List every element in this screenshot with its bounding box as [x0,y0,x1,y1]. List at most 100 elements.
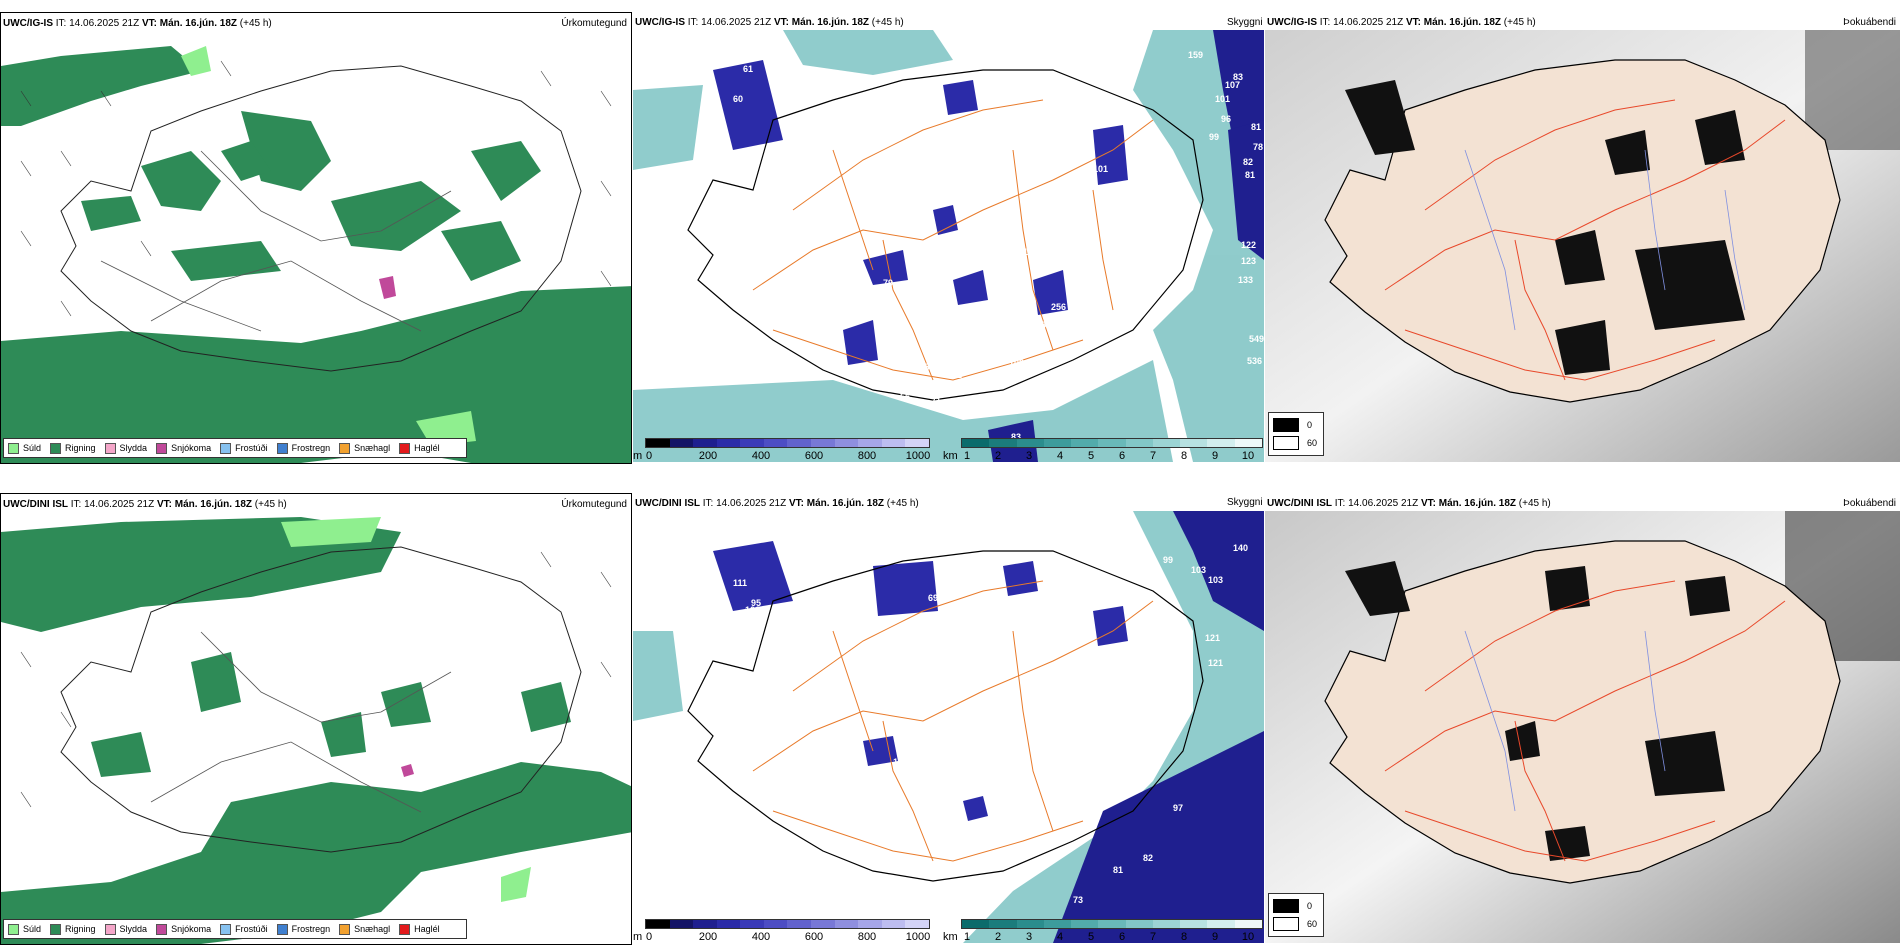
panel-title: Úrkomutegund [561,18,627,29]
legend-swatch [104,442,116,454]
cloud-base-label: 183 [1073,380,1088,390]
legend-swatch [156,442,168,454]
legend-row: 60 [1273,434,1319,452]
legend-item-sud: Súld [8,442,42,454]
legend-item-slydda: Slydda [104,923,147,935]
colorbar-segment [740,439,764,447]
init-time: 14.06.2025 21Z [701,17,772,28]
colorbar-tick: 1 [963,931,971,943]
legend-swatch [220,442,232,454]
visibility-colorbar-strip [961,919,1263,929]
legend-item-rigning: Rigning [50,442,96,454]
legend-item-frostregn: Frostregn [276,923,330,935]
colorbar-segment [881,920,906,928]
legend-value: 0 [1307,901,1313,911]
cloud-base-label: 13 [901,765,911,775]
legend-swatch-white [1273,436,1299,450]
lead-time: (+45 h) [1503,17,1536,28]
cloudbase-colorbar: m 0 200 400 600 800 1000 [633,438,943,464]
visibility-unit: km [943,931,958,943]
cloud-base-label: 353 [1080,298,1095,308]
colorbar-tick: 10 [1241,450,1255,462]
colorbar-tick: 3 [1025,931,1033,943]
cloud-base-label: 82 [1143,853,1153,863]
colorbar-tick: 2 [994,450,1002,462]
colorbar-tick: 400 [751,931,771,943]
panel-title: Úrkomutegund [561,499,627,510]
legend-value: 0 [1307,420,1313,430]
cloud-base-label: 80 [1041,320,1051,330]
colorbar-tick: 8 [1180,931,1188,943]
init-time: 14.06.2025 21Z [1348,498,1419,509]
colorbar-tick: 0 [645,931,653,943]
panel-header: UWC/IG-IS IT: 14.06.2025 21Z VT: Mán. 16… [635,17,904,28]
legend-item-rigning: Rigning [50,923,96,935]
legend-item-snjokoma: Snjókoma [156,442,211,454]
init-time: 14.06.2025 21Z [69,18,140,29]
cloud-base-label: 134 [1065,92,1080,102]
colorbar-tick: 2 [994,931,1002,943]
cloud-base-label: 79 [883,278,893,288]
cloudbase-colorbar-strip [645,438,930,448]
colorbar-tick: 400 [751,450,771,462]
legend-label: Rigning [65,924,96,934]
visibility-panel-top: 61 77 60 83 159 107 101 96 81 78 82 81 99 134 98 126 101… [633,12,1264,464]
legend-value: 60 [1307,438,1318,448]
legend-label: Frostúði [235,924,268,934]
cloudbase-unit: m [633,450,643,462]
colorbar-tick: 200 [698,931,718,943]
legend-swatch [220,923,232,935]
panel-header: UWC/DINI ISL IT: 14.06.2025 21Z VT: Mán.… [3,499,287,510]
colorbar-segment [905,439,929,447]
cloud-base-label: 97 [1173,803,1183,813]
colorbar-tick: 0 [645,450,653,462]
legend-item-snjokoma: Snjókoma [156,923,211,935]
legend-swatch [399,442,411,454]
cloud-base-label: 108 [1009,358,1024,368]
colorbar-segment [787,920,812,928]
dewpoint-panel-bottom: UWC/DINI ISL IT: 14.06.2025 21Z VT: Mán.… [1265,493,1900,945]
colorbar-segment [858,439,882,447]
cloud-base-label: 103 [1208,575,1223,585]
cloud-base-label: 95 [751,598,761,608]
legend-row: 0 [1273,416,1319,434]
cloud-base-label: 121 [1208,658,1223,668]
visibility-map-bottom: 1119510656696899103103140121121254978281… [633,511,1264,943]
legend-item-haglel: Haglél [399,923,440,935]
cloud-base-label: 122 [1241,240,1256,250]
cloud-base-label: 48 [855,288,865,298]
cloud-base-label: 266 [1101,312,1116,322]
cloud-base-label: 536 [1247,356,1262,366]
it-label: IT: [1319,17,1331,28]
cloud-base-label: 126 [1081,167,1096,177]
cloud-base-label: 33 [933,885,943,895]
cloud-base-label: 159 [1188,50,1203,60]
colorbar-segment [834,439,859,447]
cloud-base-label: 44 [945,262,955,272]
legend-label: Súld [23,443,42,453]
colorbar-tick: 5 [1087,450,1095,462]
colorbar-segment [1207,920,1235,928]
colorbar-segment [1234,439,1262,447]
model-name: UWC/IG-IS [3,18,53,29]
colorbar-tick: 800 [857,450,877,462]
cloud-base-label: 83 [1233,72,1243,82]
cloud-base-label: 101 [1215,94,1230,104]
panel-title-visibility-bottom: Skyggni [1227,497,1263,508]
valid-time: Mán. 16.jún. 18Z [806,498,884,509]
vt-label: VT: [1420,498,1436,509]
colorbar-tick: 6 [1118,931,1126,943]
init-time: 14.06.2025 21Z [1333,17,1404,28]
legend-label: Frostregn [291,443,331,453]
colorbar-tick: 9 [1211,931,1219,943]
cloud-base-label: 118 [915,362,930,372]
colorbar-tick: 10 [1241,931,1255,943]
legend-item-haglel: Haglél [399,442,440,454]
legend-value: 60 [1307,919,1318,929]
cloudbase-colorbar-strip [645,919,930,929]
lead-time: (+45 h) [1518,498,1551,509]
colorbar-segment [1016,920,1044,928]
cloud-base-label: 101 [1093,164,1108,174]
colorbar-tick: 7 [1149,450,1157,462]
cloud-base-label: 60 [733,94,743,104]
